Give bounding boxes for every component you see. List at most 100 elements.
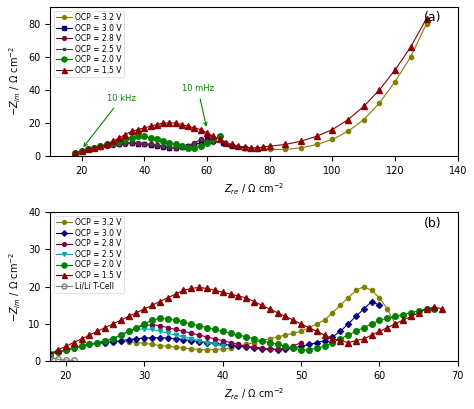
OCP = 2.5 V (149, 327, 155, 332)
OCP = 3.2 V (236, 344, 241, 349)
OCP = 2.8 V (196, 333, 202, 337)
OCP = 2.8 V (135, 140, 141, 145)
Li/Li T-Cell (55, 357, 61, 362)
OCP = 1.5 V (91, 145, 97, 150)
Line: OCP = 3.0 V: OCP = 3.0 V (48, 299, 382, 356)
OCP = 1.5 V (73, 150, 78, 155)
OCP = 2.0 V (329, 340, 335, 345)
OCP = 3.0 V (189, 338, 194, 343)
OCP = 2.0 V (416, 308, 421, 313)
OCP = 2.5 V (141, 141, 147, 146)
OCP = 3.0 V (220, 342, 226, 347)
OCP = 2.0 V (259, 338, 264, 343)
OCP = 1.5 V (154, 122, 160, 127)
OCP = 3.2 V (71, 346, 77, 351)
OCP = 3.2 V (110, 142, 116, 147)
OCP = 2.5 V (165, 331, 171, 336)
OCP = 2.5 V (71, 346, 77, 351)
OCP = 3.2 V (116, 141, 122, 146)
Y-axis label: $- Z_{im}$ / $\Omega$ cm$^{-2}$: $- Z_{im}$ / $\Omega$ cm$^{-2}$ (7, 252, 23, 321)
OCP = 2.5 V (118, 333, 124, 337)
OCP = 2.0 V (73, 150, 78, 155)
OCP = 3.2 V (47, 351, 53, 356)
OCP = 3.2 V (189, 346, 194, 351)
OCP = 3.0 V (314, 340, 319, 345)
OCP = 1.5 V (439, 306, 445, 311)
OCP = 2.0 V (408, 310, 414, 315)
OCP = 3.2 V (306, 325, 312, 330)
OCP = 2.0 V (392, 314, 398, 319)
OCP = 2.8 V (148, 142, 154, 147)
OCP = 3.0 V (191, 142, 197, 147)
OCP = 2.8 V (85, 147, 91, 152)
OCP = 1.5 V (104, 142, 109, 147)
OCP = 3.0 V (71, 346, 77, 351)
OCP = 3.0 V (79, 148, 84, 153)
OCP = 2.5 V (189, 336, 194, 341)
OCP = 2.5 V (87, 342, 92, 347)
OCP = 3.0 V (298, 344, 304, 349)
OCP = 2.5 V (204, 340, 210, 345)
OCP = 3.2 V (191, 142, 197, 147)
OCP = 2.0 V (129, 135, 135, 140)
OCP = 3.0 V (55, 349, 61, 354)
OCP = 2.8 V (259, 346, 264, 351)
OCP = 2.0 V (141, 321, 147, 326)
OCP = 1.5 V (165, 295, 171, 300)
OCP = 2.0 V (102, 338, 108, 343)
OCP = 1.5 V (198, 127, 203, 132)
OCP = 3.2 V (329, 137, 335, 142)
OCP = 3.2 V (160, 144, 166, 149)
OCP = 2.0 V (400, 312, 406, 317)
OCP = 3.2 V (314, 321, 319, 326)
OCP = 2.5 V (63, 348, 69, 353)
OCP = 3.2 V (408, 54, 414, 59)
OCP = 3.0 V (104, 143, 109, 148)
OCP = 2.8 V (154, 143, 160, 148)
OCP = 2.5 V (173, 145, 179, 150)
OCP = 3.2 V (345, 295, 351, 300)
OCP = 3.2 V (384, 306, 390, 311)
OCP = 2.8 V (79, 148, 84, 153)
Line: OCP = 2.0 V: OCP = 2.0 V (47, 306, 437, 357)
OCP = 3.2 V (149, 342, 155, 347)
OCP = 2.8 V (160, 144, 166, 148)
OCP = 3.2 V (79, 344, 84, 349)
OCP = 2.8 V (134, 325, 139, 330)
OCP = 3.2 V (220, 140, 226, 145)
OCP = 2.5 V (204, 139, 210, 144)
OCP = 2.5 V (173, 333, 179, 337)
OCP = 3.0 V (141, 142, 147, 147)
OCP = 2.0 V (291, 346, 296, 351)
OCP = 3.0 V (306, 342, 312, 347)
OCP = 1.5 V (85, 147, 91, 152)
OCP = 2.0 V (431, 306, 437, 311)
OCP = 3.0 V (259, 346, 264, 351)
OCP = 2.0 V (306, 348, 312, 353)
OCP = 3.0 V (154, 144, 160, 148)
OCP = 2.8 V (236, 342, 241, 347)
OCP = 2.8 V (204, 139, 210, 144)
OCP = 3.0 V (181, 337, 186, 342)
OCP = 1.5 V (361, 104, 366, 109)
Line: OCP = 3.0 V: OCP = 3.0 V (73, 137, 246, 155)
OCP = 2.0 V (189, 321, 194, 326)
OCP = 2.8 V (179, 144, 185, 149)
OCP = 3.2 V (392, 79, 398, 84)
OCP = 1.5 V (135, 127, 141, 132)
OCP = 3.0 V (110, 339, 116, 344)
OCP = 2.8 V (118, 333, 124, 337)
X-axis label: $Z_{re}$ / $\Omega$ cm$^{-2}$: $Z_{re}$ / $\Omega$ cm$^{-2}$ (224, 387, 284, 402)
Text: 10 kHz: 10 kHz (84, 94, 136, 146)
OCP = 2.8 V (110, 143, 116, 148)
OCP = 1.5 V (210, 134, 216, 139)
OCP = 1.5 V (314, 329, 319, 334)
OCP = 3.0 V (275, 347, 281, 352)
OCP = 2.8 V (104, 144, 109, 148)
OCP = 2.5 V (141, 326, 147, 331)
OCP = 3.2 V (322, 318, 328, 323)
OCP = 3.0 V (165, 336, 171, 341)
OCP = 3.0 V (47, 351, 53, 356)
OCP = 2.0 V (185, 145, 191, 150)
OCP = 3.0 V (204, 137, 210, 142)
